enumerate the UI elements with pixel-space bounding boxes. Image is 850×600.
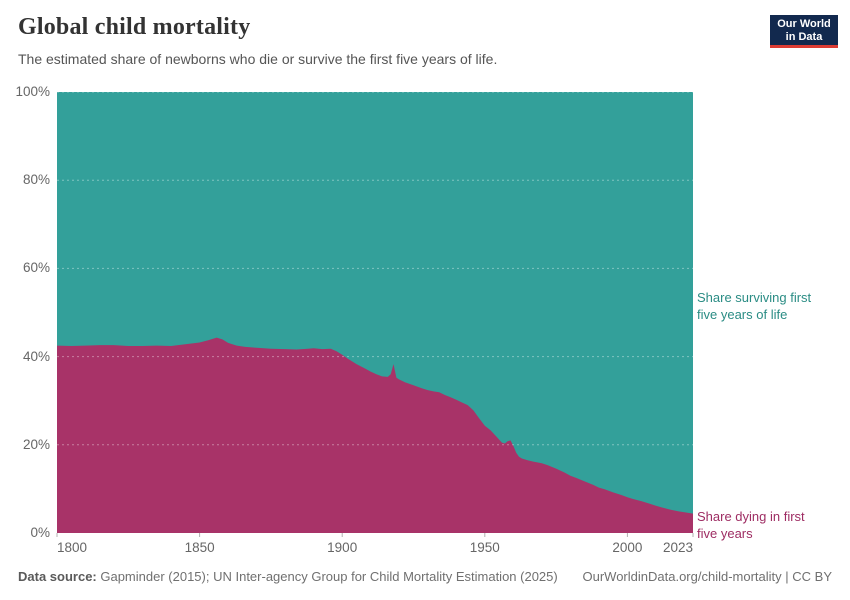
series-label-surviving-line2: five years of life: [697, 307, 788, 322]
y-axis-tick-label: 20%: [22, 436, 50, 452]
chart-footer: Data source: Gapminder (2015); UN Inter-…: [18, 569, 832, 584]
owid-url-link[interactable]: OurWorldinData.org/child-mortality | CC …: [582, 569, 833, 584]
series-label-surviving: Share surviving first five years of life: [697, 289, 811, 323]
x-axis-tick-label: 2000: [612, 540, 643, 555]
x-axis-tick-label: 2023: [662, 540, 693, 555]
y-axis-tick-label: 40%: [22, 348, 50, 364]
series-label-dying-line2: five years: [697, 526, 753, 541]
data-source-note: Data source: Gapminder (2015); UN Inter-…: [18, 569, 558, 584]
data-source-label: Data source:: [18, 569, 97, 584]
series-label-dying: Share dying in first five years: [697, 508, 805, 542]
y-axis-tick-label: 80%: [22, 172, 50, 188]
area-dying: [57, 337, 693, 533]
owid-logo[interactable]: Our World in Data: [770, 15, 838, 48]
y-axis-tick-label: 100%: [15, 84, 50, 99]
owid-logo-line2: in Data: [785, 31, 823, 43]
y-axis-tick-label: 0%: [30, 525, 50, 540]
chart-subtitle: The estimated share of newborns who die …: [18, 51, 498, 67]
x-axis-tick-label: 1850: [184, 540, 215, 555]
x-axis-tick-label: 1800: [57, 540, 88, 555]
series-label-dying-line1: Share dying in first: [697, 509, 805, 524]
data-source-text: Gapminder (2015); UN Inter-agency Group …: [96, 569, 558, 584]
series-label-surviving-line1: Share surviving first: [697, 290, 812, 305]
y-axis-tick-label: 60%: [22, 260, 50, 276]
page-title: Global child mortality: [18, 14, 251, 40]
owid-logo-line1: Our World: [777, 18, 831, 30]
x-axis-tick-label: 1950: [469, 540, 500, 555]
x-axis-tick-label: 1900: [327, 540, 358, 555]
